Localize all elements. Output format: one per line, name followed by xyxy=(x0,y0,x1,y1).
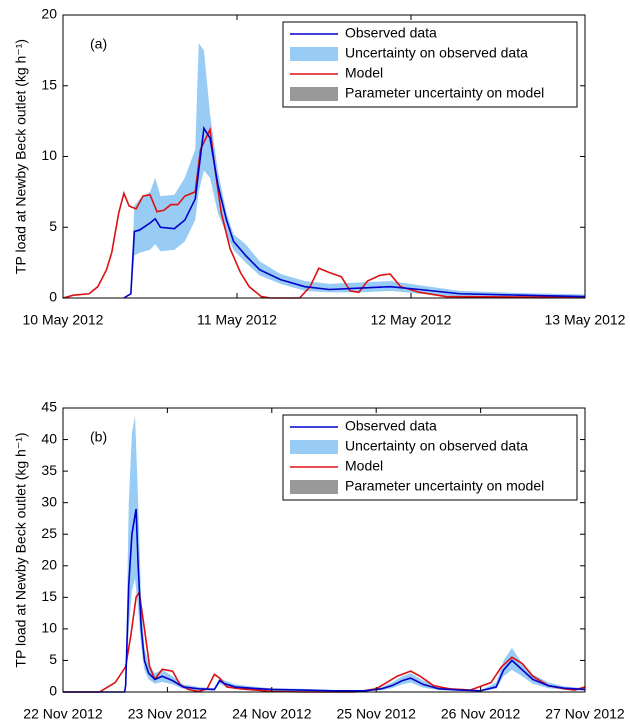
legend: Observed data Uncertainty on observed dat… xyxy=(282,21,578,108)
legend-label: Observed data xyxy=(345,418,437,434)
legend-swatch xyxy=(290,47,338,61)
legend-swatch xyxy=(290,87,338,101)
legend-label: Uncertainty on observed data xyxy=(345,438,528,454)
data-line xyxy=(123,125,586,299)
x-tick-label: 12 May 2012 xyxy=(371,312,452,328)
legend-box xyxy=(282,21,578,108)
y-tick-label: 40 xyxy=(41,430,57,446)
x-tick-label: 23 Nov 2012 xyxy=(128,706,208,721)
legend-label: Parameter uncertainty on model xyxy=(345,85,544,101)
x-tick-label: 27 Nov 2012 xyxy=(545,706,625,721)
y-tick-label: 25 xyxy=(41,525,57,541)
y-tick-label: 10 xyxy=(41,620,57,636)
y-tick-label: 10 xyxy=(41,147,57,163)
y-tick-label: 45 xyxy=(41,399,57,415)
x-tick-label: 10 May 2012 xyxy=(23,312,104,328)
y-tick-label: 30 xyxy=(41,493,57,509)
y-tick-label: 0 xyxy=(49,289,57,305)
panel-label: (b) xyxy=(90,429,107,445)
panel: 0 5 10 15 20 25 30 35 40 45 22 Nov 2012 23 Nov 2012… xyxy=(13,399,625,721)
y-tick-label: 20 xyxy=(41,556,57,572)
y-axis-label: TP load at Newby Beck outlet (kg h⁻¹) xyxy=(13,432,29,667)
legend-swatch xyxy=(290,480,338,494)
y-tick-label: 20 xyxy=(41,6,57,22)
legend-label: Model xyxy=(345,65,383,81)
x-tick-label: 22 Nov 2012 xyxy=(23,706,103,721)
y-tick-label: 5 xyxy=(49,218,57,234)
x-tick-label: 13 May 2012 xyxy=(545,312,626,328)
x-tick-label: 26 Nov 2012 xyxy=(441,706,521,721)
y-tick-label: 35 xyxy=(41,462,57,478)
data-line xyxy=(63,508,586,693)
legend-label: Model xyxy=(345,458,383,474)
y-tick-label: 0 xyxy=(49,683,57,699)
legend-label: Observed data xyxy=(345,25,437,41)
panel-label: (a) xyxy=(90,36,107,52)
y-tick-label: 15 xyxy=(41,76,57,92)
data-line xyxy=(63,589,586,693)
x-tick-label: 25 Nov 2012 xyxy=(336,706,416,721)
y-tick-label: 5 xyxy=(49,651,57,667)
x-tick-label: 24 Nov 2012 xyxy=(232,706,312,721)
x-tick-label: 11 May 2012 xyxy=(197,312,277,328)
axes-box xyxy=(62,407,586,693)
panel: 0 5 10 15 20 10 May 2012 11 May 2012 12 May 201… xyxy=(13,6,626,328)
legend-label: Parameter uncertainty on model xyxy=(345,478,544,494)
y-axis-label: TP load at Newby Beck outlet (kg h⁻¹) xyxy=(13,39,29,274)
legend: Observed data Uncertainty on observed dat… xyxy=(282,414,578,501)
legend-label: Uncertainty on observed data xyxy=(345,45,528,61)
y-tick-label: 15 xyxy=(41,588,57,604)
legend-swatch xyxy=(290,440,338,454)
